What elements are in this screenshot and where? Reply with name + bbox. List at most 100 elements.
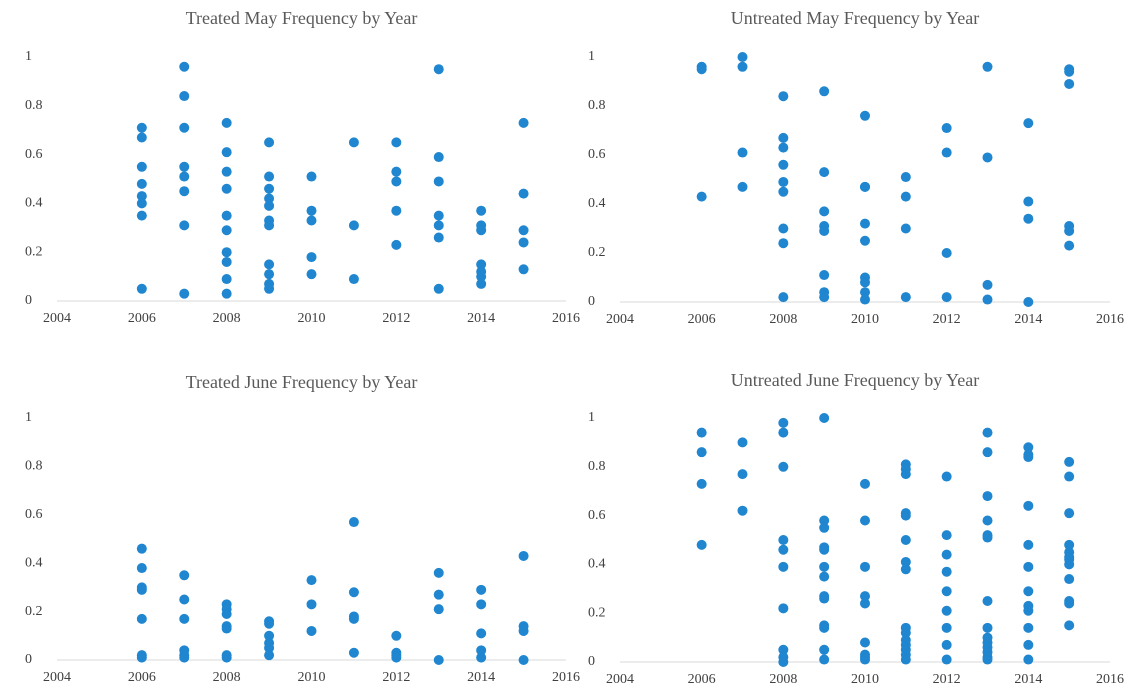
point bbox=[221, 147, 232, 158]
chart-title: Treated June Frequency by Year bbox=[186, 372, 418, 392]
point bbox=[136, 652, 147, 663]
point bbox=[136, 178, 147, 189]
point bbox=[737, 147, 748, 158]
point bbox=[433, 210, 444, 221]
point bbox=[900, 469, 911, 480]
point bbox=[179, 161, 190, 172]
point bbox=[941, 605, 952, 616]
point bbox=[391, 652, 402, 663]
chart-title: Treated May Frequency by Year bbox=[186, 8, 418, 28]
point bbox=[1064, 66, 1075, 77]
point bbox=[778, 142, 789, 153]
point bbox=[1064, 598, 1075, 609]
y-tick-label: 1 bbox=[25, 49, 32, 64]
point bbox=[1064, 559, 1075, 570]
point bbox=[1064, 240, 1075, 251]
point bbox=[982, 654, 993, 665]
y-tick-label: 0.6 bbox=[588, 147, 606, 162]
point bbox=[179, 171, 190, 182]
x-tick-label: 2006 bbox=[688, 312, 716, 327]
point bbox=[306, 599, 317, 610]
point bbox=[221, 117, 232, 128]
point bbox=[433, 567, 444, 578]
point bbox=[476, 278, 487, 289]
point bbox=[941, 292, 952, 303]
x-tick-label: 2016 bbox=[552, 670, 580, 685]
point bbox=[433, 283, 444, 294]
point bbox=[778, 461, 789, 472]
point bbox=[136, 191, 147, 202]
point bbox=[819, 86, 830, 97]
point bbox=[696, 64, 707, 75]
point bbox=[778, 417, 789, 428]
point bbox=[221, 652, 232, 663]
point bbox=[518, 237, 529, 248]
point bbox=[221, 247, 232, 258]
point bbox=[819, 522, 830, 533]
point bbox=[136, 584, 147, 595]
point bbox=[778, 535, 789, 545]
point bbox=[1064, 508, 1075, 519]
point bbox=[264, 630, 275, 641]
y-tick-label: 0.2 bbox=[25, 604, 43, 619]
point bbox=[306, 252, 317, 263]
point bbox=[264, 171, 275, 182]
point bbox=[778, 427, 789, 438]
point bbox=[1064, 225, 1075, 236]
point bbox=[264, 642, 275, 653]
point bbox=[860, 294, 870, 305]
point bbox=[433, 589, 444, 600]
point bbox=[778, 561, 789, 572]
point bbox=[1064, 456, 1075, 467]
point bbox=[348, 613, 359, 624]
point bbox=[1023, 654, 1034, 665]
point bbox=[900, 172, 911, 183]
point bbox=[737, 52, 748, 62]
point bbox=[900, 223, 911, 234]
point bbox=[476, 584, 487, 595]
chart-title: Untreated May Frequency by Year bbox=[731, 8, 979, 28]
point bbox=[433, 64, 444, 75]
y-tick-label: 0.4 bbox=[25, 555, 43, 570]
point bbox=[941, 622, 952, 633]
point bbox=[264, 269, 275, 280]
x-tick-label: 2008 bbox=[213, 311, 241, 326]
point bbox=[348, 220, 359, 231]
chart-title: Untreated June Frequency by Year bbox=[731, 370, 979, 390]
point bbox=[136, 283, 147, 294]
point bbox=[860, 591, 870, 602]
y-tick-label: 0 bbox=[588, 654, 595, 669]
y-tick-label: 0.2 bbox=[25, 244, 43, 259]
point bbox=[860, 637, 870, 648]
point bbox=[221, 288, 232, 299]
point bbox=[941, 566, 952, 577]
point bbox=[737, 469, 748, 480]
x-tick-label: 2012 bbox=[382, 670, 410, 685]
x-tick-label: 2006 bbox=[688, 672, 716, 687]
point bbox=[941, 123, 952, 134]
point bbox=[819, 515, 830, 526]
point bbox=[391, 239, 402, 250]
point bbox=[860, 181, 870, 192]
point bbox=[518, 188, 529, 199]
point bbox=[476, 225, 487, 236]
point bbox=[900, 556, 911, 567]
point bbox=[348, 517, 359, 528]
point bbox=[179, 61, 190, 72]
point bbox=[433, 176, 444, 187]
point bbox=[391, 137, 402, 148]
x-tick-label: 2014 bbox=[1014, 672, 1042, 687]
point bbox=[348, 647, 359, 658]
point bbox=[1023, 118, 1034, 129]
point bbox=[982, 532, 993, 543]
point bbox=[264, 137, 275, 148]
point bbox=[778, 159, 789, 170]
point bbox=[941, 147, 952, 158]
point bbox=[518, 550, 529, 561]
point bbox=[860, 287, 870, 298]
x-tick-label: 2012 bbox=[382, 311, 410, 326]
x-tick-label: 2010 bbox=[851, 312, 879, 327]
point bbox=[778, 186, 789, 197]
point bbox=[696, 539, 707, 550]
x-tick-label: 2006 bbox=[128, 670, 156, 685]
